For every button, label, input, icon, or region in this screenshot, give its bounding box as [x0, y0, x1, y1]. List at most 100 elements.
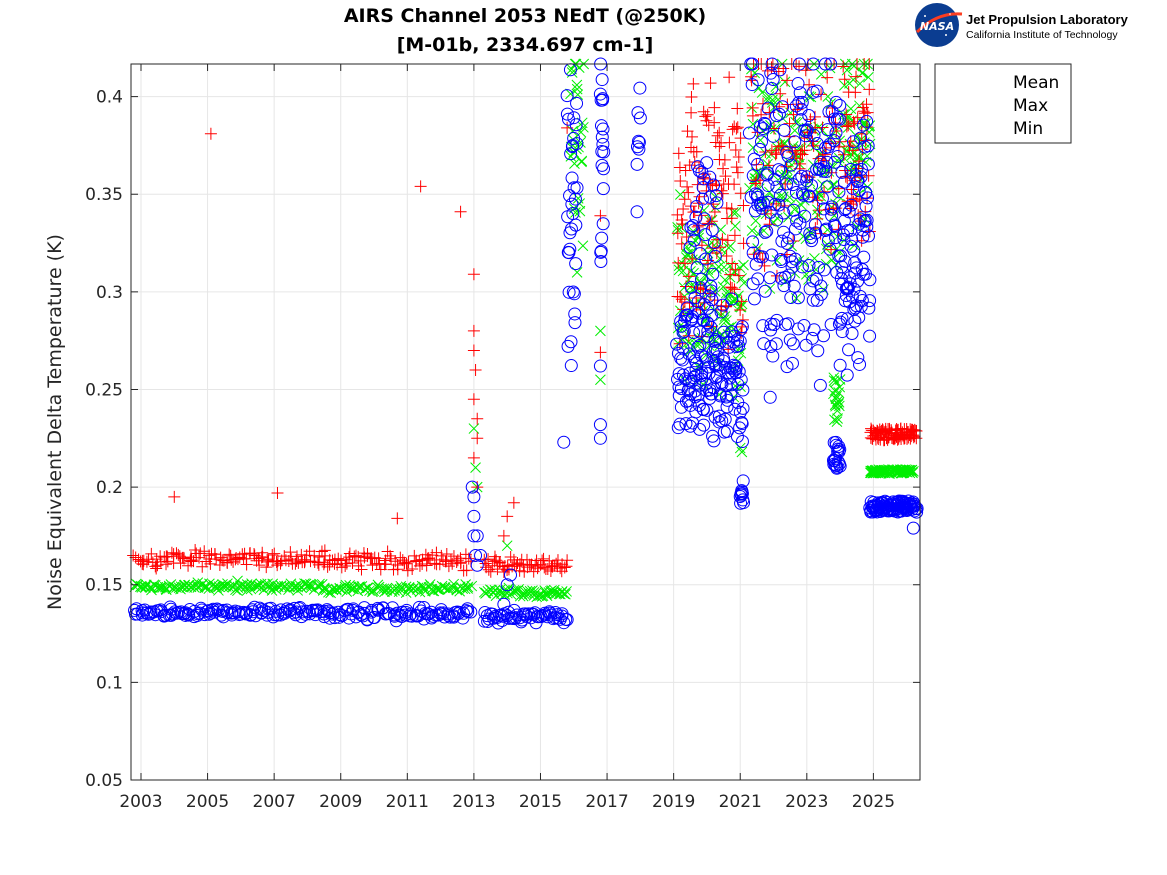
marker-min: [817, 329, 831, 343]
marker-max: [690, 145, 703, 158]
marker-mean: [682, 248, 694, 260]
marker-max: [677, 202, 690, 215]
marker-max: [846, 144, 859, 157]
marker-mean: [758, 225, 770, 237]
marker-min: [701, 330, 715, 344]
marker-max: [701, 108, 714, 121]
marker-max: [855, 127, 868, 140]
marker-min: [848, 314, 862, 328]
marker-min: [770, 180, 784, 194]
marker-mean: [678, 282, 690, 293]
marker-min: [504, 568, 518, 582]
marker-min: [563, 242, 577, 256]
marker-mean: [283, 584, 294, 596]
marker-max: [408, 549, 421, 562]
marker-mean: [772, 94, 784, 105]
marker-min: [684, 220, 698, 234]
marker-min: [326, 607, 340, 621]
marker-max: [298, 556, 311, 569]
marker-mean: [746, 225, 758, 236]
marker-mean: [829, 179, 840, 191]
marker-min: [857, 118, 871, 132]
marker-min: [863, 294, 877, 308]
marker-min: [838, 254, 852, 268]
marker-min: [793, 216, 807, 230]
legend-box: [934, 63, 1072, 144]
marker-mean: [833, 156, 844, 167]
marker-max: [253, 559, 266, 572]
marker-max: [848, 117, 861, 130]
marker-min: [699, 252, 713, 266]
marker-min: [777, 279, 791, 293]
marker-min: [832, 185, 846, 199]
marker-min: [755, 250, 769, 264]
marker-min: [737, 496, 751, 510]
marker-min: [500, 578, 514, 592]
marker-max: [560, 560, 573, 573]
marker-min: [763, 271, 777, 285]
marker-max: [413, 554, 426, 567]
marker-mean: [468, 423, 480, 434]
x-tick-label: 2013: [452, 792, 495, 812]
marker-min: [596, 137, 610, 151]
marker-mean: [595, 374, 606, 386]
marker-min: [795, 187, 809, 201]
marker-min: [730, 429, 744, 443]
marker-min: [683, 240, 697, 254]
marker-min: [765, 248, 779, 262]
marker-max: [414, 180, 427, 193]
marker-max: [688, 156, 701, 169]
marker-min: [697, 418, 711, 432]
marker-max: [708, 101, 721, 114]
marker-min: [567, 111, 581, 125]
marker-max: [723, 136, 736, 149]
marker-max: [675, 293, 688, 306]
marker-min: [795, 95, 809, 109]
y-tick-label: 0.2: [96, 478, 123, 498]
marker-max: [402, 556, 415, 569]
marker-min: [678, 315, 692, 329]
marker-min: [630, 157, 644, 171]
marker-max: [842, 119, 855, 132]
chart-title-line1: AIRS Channel 2053 NEdT (@250K): [344, 5, 706, 27]
marker-mean: [577, 240, 589, 252]
marker-max: [185, 554, 198, 567]
marker-max: [719, 170, 732, 183]
marker-min: [781, 317, 795, 331]
marker-max: [428, 557, 441, 570]
marker-max: [779, 178, 792, 191]
marker-max: [671, 227, 684, 240]
marker-max: [798, 144, 811, 157]
marker-max: [278, 550, 291, 563]
marker-min: [700, 156, 714, 170]
marker-min: [820, 155, 834, 169]
tick-labels: 2003 2005 2007 2009 2011 2013 2015 2017 2019 2021…: [85, 88, 895, 812]
marker-max: [177, 551, 190, 564]
marker-max: [561, 554, 574, 567]
marker-min: [703, 170, 717, 184]
marker-min: [331, 605, 345, 619]
marker-min: [789, 185, 803, 199]
marker-max: [299, 553, 312, 566]
marker-min: [854, 162, 868, 176]
marker-min: [777, 206, 791, 220]
marker-max: [685, 106, 698, 119]
marker-min: [216, 610, 230, 624]
marker-min: [632, 135, 646, 149]
marker-min: [594, 244, 608, 258]
marker-min: [828, 112, 842, 126]
legend-label-min: Min: [1013, 119, 1043, 139]
marker-max: [451, 554, 464, 567]
marker-min: [727, 364, 741, 378]
legend-label-mean: Mean: [1013, 73, 1059, 93]
marker-max: [440, 548, 453, 560]
marker-mean: [541, 590, 553, 602]
marker-mean: [736, 446, 748, 458]
marker-min: [693, 338, 707, 352]
marker-max: [686, 130, 699, 143]
marker-mean: [750, 215, 762, 227]
marker-min: [805, 179, 819, 193]
marker-min: [560, 89, 574, 103]
marker-max: [815, 88, 828, 101]
marker-max: [721, 234, 734, 247]
